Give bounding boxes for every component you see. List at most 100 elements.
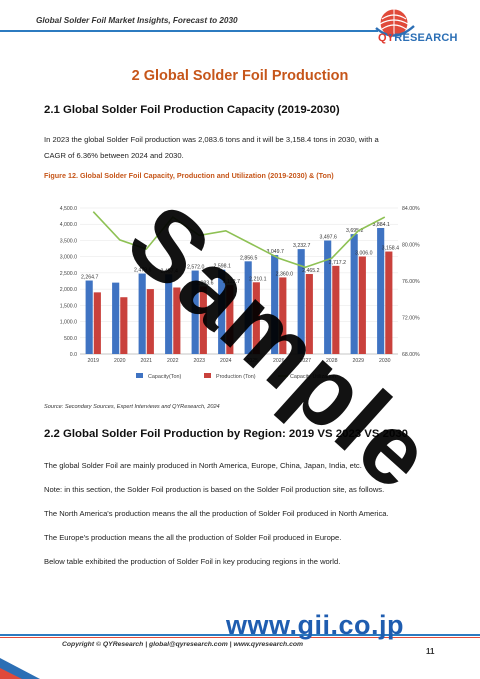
y-tick-label: 0.0 — [70, 352, 77, 358]
capacity-bar — [324, 240, 332, 354]
capacity-data-label: 3,497.6 — [320, 235, 337, 241]
production-data-label: 2,465.2 — [302, 268, 319, 274]
x-tick-label: 2025 — [246, 358, 258, 364]
utilization-line — [92, 211, 386, 269]
y-tick-label: 1,000.0 — [60, 320, 77, 326]
header-title: Global Solder Foil Market Insights, Fore… — [36, 16, 238, 25]
production-bar — [146, 289, 154, 354]
x-tick-label: 2026 — [273, 358, 285, 364]
y-tick-label: 2,000.0 — [60, 287, 77, 293]
production-bar — [279, 277, 287, 354]
legend-swatch — [136, 373, 143, 378]
y2-tick-label: 84.00% — [402, 206, 420, 212]
production-bar — [199, 286, 207, 354]
production-bar — [332, 265, 340, 354]
x-tick-label: 2023 — [193, 358, 205, 364]
y-tick-label: 3,500.0 — [60, 238, 77, 244]
paragraph-2-1-line1: In 2023 the global Solder Foil productio… — [44, 135, 379, 144]
corner-decoration-icon — [0, 658, 40, 679]
footer-rule — [0, 634, 480, 638]
capacity-bar — [112, 282, 120, 354]
capacity-data-label: 3,695.2 — [346, 228, 363, 234]
paragraph-2-2-3: The North America's production means the… — [44, 509, 389, 518]
capacity-data-label: 2,457.4 — [161, 268, 178, 274]
capacity-bar — [244, 261, 252, 354]
paragraph-2-1-line2: CAGR of 6.36% between 2024 and 2030. — [44, 151, 184, 160]
paragraph-2-2-5: Below table exhibited the production of … — [44, 557, 341, 566]
y-tick-label: 1,500.0 — [60, 303, 77, 309]
capacity-bar — [165, 274, 173, 354]
capacity-bar — [297, 249, 305, 354]
capacity-bar — [138, 273, 146, 354]
production-bar — [120, 297, 128, 354]
capacity-data-label: 3,232.7 — [293, 243, 310, 249]
y2-tick-label: 76.00% — [402, 279, 420, 285]
y2-tick-label: 68.00% — [402, 352, 420, 358]
production-data-label: 2,083.6 — [196, 280, 213, 286]
capacity-data-label: 2,479.6 — [134, 268, 151, 274]
y-tick-label: 500.0 — [64, 336, 77, 342]
paragraph-2-2-2: Note: in this section, the Solder Foil p… — [44, 485, 385, 494]
capacity-bar — [350, 234, 358, 354]
paragraph-2-2-1: The global Solder Foil are mainly produc… — [44, 461, 362, 470]
capacity-data-label: 2,856.5 — [240, 255, 257, 261]
capacity-bar — [191, 270, 199, 354]
legend-label: Production (Ton) — [216, 374, 256, 380]
production-bar — [358, 256, 366, 354]
x-tick-label: 2030 — [379, 358, 391, 364]
x-tick-label: 2022 — [167, 358, 179, 364]
capacity-bar — [377, 227, 385, 354]
footer-copyright: Copyright © QYResearch | global@qyresear… — [62, 641, 304, 648]
y-tick-label: 4,500.0 — [60, 206, 77, 212]
capacity-bar — [85, 280, 93, 354]
capacity-production-chart: 0.0 500.0 1,000.0 1,500.0 2,000.0 2,500.0 3,00… — [44, 196, 444, 396]
capacity-bar — [218, 269, 226, 354]
production-bar — [226, 285, 234, 354]
figure-caption: Figure 12. Global Solder Foil Capacity, … — [44, 171, 334, 180]
capacity-data-label: 3,049.7 — [267, 249, 284, 255]
production-bar — [385, 251, 393, 354]
capacity-data-label: 2,572.0 — [187, 265, 204, 271]
capacity-bar — [271, 255, 279, 354]
x-tick-label: 2024 — [220, 358, 232, 364]
header-rule — [34, 30, 378, 32]
production-data-label: 3,006.0 — [355, 250, 372, 256]
production-data-label: 2,122.7 — [223, 279, 240, 285]
x-tick-label: 2029 — [352, 358, 364, 364]
production-bar — [173, 287, 181, 354]
y2-tick-label: 80.00% — [402, 243, 420, 249]
legend-swatch — [204, 373, 211, 378]
header-rule-left — [0, 30, 34, 32]
capacity-data-label: 3,884.1 — [373, 222, 390, 228]
x-tick-label: 2020 — [114, 358, 126, 364]
capacity-data-label: 2,598.1 — [214, 264, 231, 270]
y-tick-label: 3,000.0 — [60, 255, 77, 261]
production-data-label: 2,210.1 — [249, 276, 266, 282]
qyresearch-logo-icon — [375, 8, 415, 38]
capacity-data-label: 2,264.7 — [81, 275, 98, 281]
x-tick-label: 2028 — [326, 358, 338, 364]
subsection-title-2-1: 2.1 Global Solder Foil Production Capaci… — [44, 104, 340, 116]
production-data-label: 2,717.2 — [329, 260, 346, 266]
section-title: 2 Global Solder Foil Production — [131, 68, 349, 84]
legend-label: Capacity Utilization — [290, 374, 336, 380]
legend-label: Capacity(Ton) — [148, 374, 181, 380]
chart-svg: 0.0 500.0 1,000.0 1,500.0 2,000.0 2,500.0 3,00… — [60, 206, 420, 380]
y-tick-label: 2,500.0 — [60, 271, 77, 277]
production-data-label: 3,158.4 — [382, 246, 399, 252]
gii-url-watermark: www.gii.co.jp — [226, 610, 405, 640]
production-data-label: 2,360.0 — [276, 271, 293, 277]
y-tick-label: 4,000.0 — [60, 222, 77, 228]
subsection-title-2-2: 2.2 Global Solder Foil Production by Reg… — [44, 428, 408, 440]
production-bar — [305, 274, 313, 354]
x-tick-label: 2027 — [299, 358, 311, 364]
paragraph-2-2-4: The Europe's production means the all th… — [44, 533, 342, 542]
production-bar — [93, 292, 101, 354]
logo-text: QYRESEARCH — [378, 32, 458, 44]
x-tick-label: 2021 — [140, 358, 152, 364]
y2-tick-label: 72.00% — [402, 316, 420, 322]
figure-source: Source: Secondary Sources, Expert Interv… — [44, 404, 220, 410]
page-number: 11 — [426, 647, 435, 656]
x-tick-label: 2019 — [87, 358, 99, 364]
